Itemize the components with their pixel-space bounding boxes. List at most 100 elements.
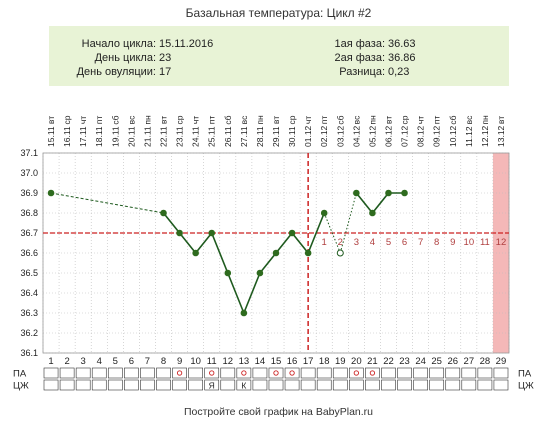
date-label: 21.11: [142, 126, 152, 147]
row-cell: [204, 367, 220, 379]
series-line-segment: [291, 232, 309, 254]
row-cell: [107, 367, 123, 379]
row-cell: [300, 367, 316, 379]
date-label: 12.12: [480, 125, 490, 147]
series-line-segment: [243, 272, 261, 314]
cz-mark: Я: [209, 381, 215, 391]
row-cell: [59, 379, 75, 391]
grid-layer: [42, 152, 510, 354]
row-label-cz: ЦЖ: [13, 381, 29, 392]
dotted-segment: [323, 212, 341, 254]
weekday-label: сб: [110, 115, 120, 124]
weekday-label: чт: [191, 116, 201, 124]
y-tick-label: 37.1: [20, 148, 38, 158]
series-line-segment: [259, 252, 277, 274]
info-label-cycle-start: Начало цикла:: [82, 38, 156, 50]
highlight-column: [492, 153, 509, 353]
info-value-cycle-day: 23: [159, 52, 171, 64]
cycle-day-label: 3: [81, 356, 86, 367]
row-cell: [156, 367, 171, 379]
cycle-day-label: 4: [97, 356, 102, 367]
date-label: 06.12: [383, 125, 393, 147]
series-line-segment: [178, 232, 197, 254]
data-point: [320, 209, 328, 217]
cycle-day-label: 15: [271, 356, 282, 367]
date-label: 03.12: [335, 125, 345, 147]
row-cell: [140, 379, 155, 391]
row-cell: [236, 379, 252, 391]
row-cell: [91, 379, 107, 391]
y-tick-label: 36.1: [20, 348, 38, 358]
cycle-day-label: 17: [303, 356, 314, 367]
cycle-day-label: 27: [464, 356, 475, 367]
row-cell: [220, 367, 236, 379]
date-label: 17.11: [78, 126, 88, 147]
row-cell: [445, 367, 461, 379]
row-cell: [204, 379, 220, 391]
luteal-day-number: 10: [464, 237, 475, 248]
weekday-label: чт: [416, 116, 426, 124]
weekday-label: пт: [94, 116, 104, 125]
y-tick-label: 36.4: [20, 288, 38, 298]
cycle-day-label: 16: [287, 356, 298, 367]
date-label: 02.12: [319, 125, 329, 147]
info-value-phase2: 36.86: [388, 52, 416, 64]
weekday-label: вт: [46, 116, 56, 124]
weekday-label: пн: [255, 115, 265, 125]
date-label: 19.11: [110, 126, 120, 147]
row-cell: [477, 367, 493, 379]
row-cell: [429, 367, 445, 379]
cycle-day-label: 28: [480, 356, 491, 367]
cycle-day-label: 24: [415, 356, 426, 367]
row-cell: [381, 379, 396, 391]
y-tick-label: 36.9: [20, 188, 38, 198]
cycle-day-label: 19: [335, 356, 346, 367]
row-cell: [445, 379, 461, 391]
date-label: 23.11: [175, 126, 185, 147]
row-cell: [107, 379, 123, 391]
weekday-label: пт: [319, 116, 329, 125]
cycle-day-label: 5: [113, 356, 118, 367]
row-cell: [461, 379, 477, 391]
cycle-day-label: 11: [207, 356, 217, 367]
row-cell: [172, 367, 187, 379]
info-left: Начало цикла: 15.11.2016 День цикла: 23 …: [77, 38, 214, 78]
date-label: 26.11: [223, 126, 233, 147]
y-tick-label: 36.5: [20, 268, 38, 278]
info-label-ovulation-day: День овуляции:: [77, 66, 156, 78]
row-cell: [397, 379, 412, 391]
row-cell: [413, 379, 428, 391]
series-line-segment: [307, 212, 325, 254]
data-point: [224, 269, 232, 277]
data-point: [256, 269, 264, 277]
info-label-difference: Разница:: [339, 66, 385, 78]
row-cell: [156, 379, 171, 391]
pa-mark: [289, 370, 295, 376]
date-label: 15.11: [46, 126, 56, 147]
data-point-excluded: [336, 249, 344, 257]
row-cell: [252, 379, 268, 391]
info-panel: [49, 26, 509, 86]
row-cell: [91, 367, 107, 379]
data-point: [272, 249, 280, 257]
row-cell: [124, 379, 139, 391]
date-label: 28.11: [255, 126, 265, 147]
row-cell: [75, 367, 91, 379]
y-tick-label: 36.3: [20, 308, 38, 318]
row-cell: [349, 367, 364, 379]
cycle-day-label: 22: [383, 356, 394, 367]
date-label: 01.12: [303, 125, 313, 147]
row-cell: [349, 379, 364, 391]
row-cell: [300, 379, 316, 391]
row-cell: [172, 379, 187, 391]
cycle-day-label: 7: [145, 356, 150, 367]
date-label: 05.12: [367, 125, 377, 147]
y-tick-label: 36.6: [20, 248, 38, 258]
data-point: [304, 249, 312, 257]
row-cell: [316, 379, 332, 391]
info-value-phase1: 36.63: [388, 38, 416, 50]
date-label: 10.12: [448, 125, 458, 147]
weekday-label: ср: [400, 115, 410, 124]
footer-link[interactable]: Постройте свой график на BabyPlan.ru: [184, 406, 373, 418]
